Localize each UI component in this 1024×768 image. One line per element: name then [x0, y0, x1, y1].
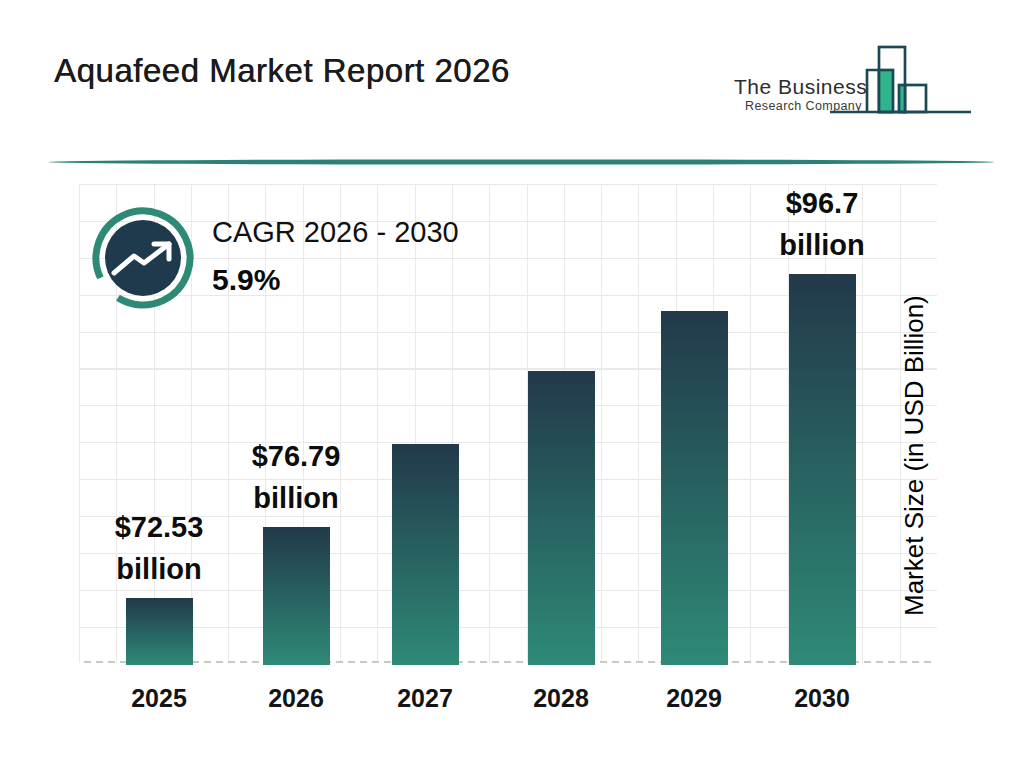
x-axis-label-2027: 2027 — [365, 684, 485, 713]
page-title: Aquafeed Market Report 2026 — [54, 52, 510, 90]
x-axis-label-2028: 2028 — [501, 684, 621, 713]
divider-line — [48, 158, 995, 166]
cagr-label: CAGR 2026 - 2030 — [212, 216, 459, 249]
x-axis-label-2026: 2026 — [236, 684, 356, 713]
y-axis-label: Market Size (in USD Billion) — [899, 266, 943, 646]
x-axis-label-2025: 2025 — [99, 684, 219, 713]
bar-2030 — [789, 274, 856, 665]
value-label-2026: $76.79billion — [186, 435, 406, 519]
infographic-page: Aquafeed Market Report 2026 The Business… — [0, 0, 1024, 768]
logo-bars-icon — [828, 40, 974, 118]
bar-2028 — [528, 371, 595, 665]
bar-2026 — [263, 527, 330, 665]
x-axis-label-2030: 2030 — [762, 684, 882, 713]
bar-2025 — [126, 598, 193, 665]
cagr-trend-icon — [87, 202, 199, 314]
cagr-value: 5.9% — [212, 263, 459, 297]
x-axis-label-2029: 2029 — [634, 684, 754, 713]
cagr-block: CAGR 2026 - 2030 5.9% — [212, 216, 459, 297]
value-label-2030: $96.7billion — [712, 182, 932, 266]
bar-2029 — [661, 311, 728, 665]
